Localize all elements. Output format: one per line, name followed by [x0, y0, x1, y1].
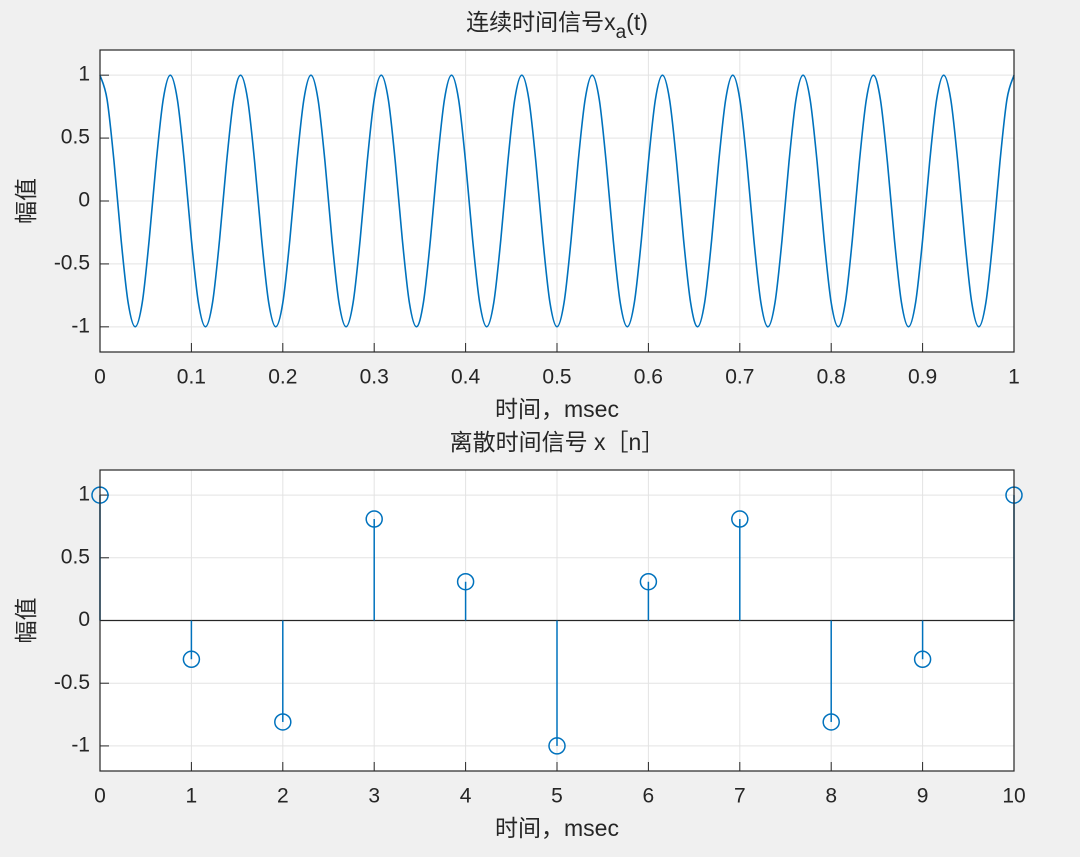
x-tick-label: 6	[643, 785, 655, 808]
x-tick-label: 1	[186, 785, 198, 808]
axes-box	[99, 49, 1015, 353]
x-tick-label: 0.6	[634, 366, 663, 389]
stem-marker	[456, 572, 475, 591]
title-part: 离散时间信号 x［n］	[450, 429, 665, 455]
x-tick-label: 0.4	[451, 366, 481, 389]
x-tick-label: 0	[94, 785, 106, 808]
stem-marker	[913, 650, 932, 669]
x-tick-label: 3	[368, 785, 380, 808]
y-tick-label: 1	[78, 63, 90, 86]
title-part: (t)	[626, 9, 648, 35]
x-tick-label: 1	[1008, 366, 1020, 389]
x-tick-label: 0.2	[268, 366, 297, 389]
axes-box	[99, 469, 1015, 772]
title-part: a	[616, 22, 627, 43]
title-part: 连续时间信号x	[466, 9, 616, 35]
y-tick-label: -0.5	[54, 251, 90, 274]
stem-marker	[365, 510, 383, 528]
y-tick-label: 0.5	[61, 545, 90, 568]
x-tick-label: 7	[734, 785, 746, 808]
stem-marker	[731, 510, 749, 528]
y-tick-label: -1	[71, 314, 90, 337]
x-tick-label: 9	[917, 785, 929, 808]
y-tick-label: 0	[78, 608, 90, 631]
y-tick-label: 0	[78, 189, 90, 212]
stem-marker	[639, 572, 658, 591]
stem-marker	[548, 737, 566, 755]
x-axis-label: 时间，msec	[495, 815, 619, 841]
chart-title: 连续时间信号xa(t)	[466, 9, 648, 43]
x-axis-label: 时间，msec	[495, 396, 619, 422]
y-tick-label: 1	[78, 483, 90, 506]
y-tick-label: -0.5	[54, 671, 90, 694]
y-tick-label: -1	[71, 733, 90, 756]
x-tick-label: 4	[460, 785, 472, 808]
y-axis-label: 幅值	[13, 598, 39, 644]
x-tick-label: 0.5	[542, 366, 571, 389]
y-axis-label: 幅值	[13, 178, 39, 224]
x-tick-label: 0.9	[908, 366, 937, 389]
signal-line	[99, 74, 1015, 328]
x-tick-label: 0.1	[177, 366, 206, 389]
x-tick-label: 10	[1002, 785, 1025, 808]
stem-marker	[822, 713, 840, 731]
x-tick-label: 0.8	[817, 366, 846, 389]
stem-marker	[274, 713, 292, 731]
x-tick-label: 0.7	[725, 366, 754, 389]
x-tick-label: 0.3	[360, 366, 389, 389]
x-tick-label: 5	[551, 785, 563, 808]
stem-marker	[182, 650, 201, 669]
chart-title: 离散时间信号 x［n］	[450, 429, 665, 455]
x-tick-label: 8	[825, 785, 837, 808]
x-tick-label: 2	[277, 785, 289, 808]
y-tick-label: 0.5	[61, 126, 90, 149]
x-tick-label: 0	[94, 366, 106, 389]
